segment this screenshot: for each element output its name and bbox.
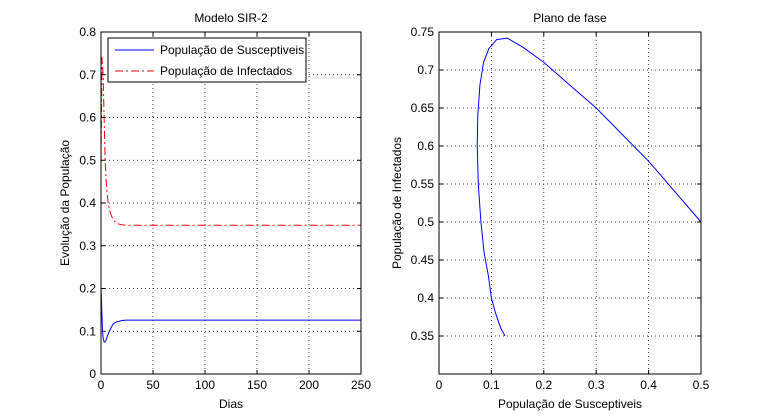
x-axis-label-left: Dias bbox=[219, 397, 243, 411]
legend-label-infectados: População de Infectados bbox=[160, 64, 292, 78]
chart-phase-plane: 0 0.1 0.2 0.3 0.4 0.5 0.35 0.4 0.45 0.5 0.55 0.6 0.6… bbox=[390, 11, 710, 411]
x-tick-label: 250 bbox=[351, 378, 371, 392]
y-tick-label: 0.7 bbox=[79, 68, 96, 82]
grid-right bbox=[439, 32, 701, 374]
legend: População de Susceptiveis População de I… bbox=[107, 37, 307, 83]
legend-box bbox=[107, 37, 307, 83]
series-right bbox=[476, 37, 702, 337]
y-tick-label: 0.2 bbox=[79, 282, 96, 296]
y-tick-label: 0.8 bbox=[79, 25, 96, 39]
y-tick-label: 0.4 bbox=[417, 291, 434, 305]
x-tick-label: 200 bbox=[299, 378, 319, 392]
y-tick-label: 0.7 bbox=[417, 63, 434, 77]
x-tick-label: 0.2 bbox=[535, 378, 552, 392]
x-tick-label: 150 bbox=[247, 378, 267, 392]
y-tick-label: 0.5 bbox=[79, 153, 96, 167]
x-tick-label: 0.3 bbox=[588, 378, 605, 392]
y-tick-label: 0.75 bbox=[411, 25, 435, 39]
legend-label-susceptiveis: População de Susceptiveis bbox=[160, 43, 304, 57]
x-tick-label: 50 bbox=[146, 378, 160, 392]
y-tick-label: 0.1 bbox=[79, 324, 96, 338]
series-line-trajectory-0 bbox=[476, 37, 702, 337]
x-axis-label-right: População de Susceptiveis bbox=[498, 397, 642, 411]
y-tick-label: 0 bbox=[89, 367, 96, 381]
x-tick-label: 0.1 bbox=[483, 378, 500, 392]
series-left bbox=[100, 57, 361, 343]
chart-sir-time: 0 50 100 150 200 250 0 0.1 0.2 0.3 0.4 0.5 0.6 0.7 0.8… bbox=[58, 11, 371, 411]
y-axis-label-right: População de Infectados bbox=[390, 137, 404, 269]
series-line-popula-o-de-susceptiveis bbox=[100, 288, 361, 343]
y-tick-label: 0.5 bbox=[417, 215, 434, 229]
x-tick-label: 0 bbox=[98, 378, 105, 392]
x-tick-label: 100 bbox=[195, 378, 215, 392]
y-tick-label: 0.6 bbox=[417, 139, 434, 153]
y-tick-label: 0.55 bbox=[411, 177, 435, 191]
grid-left bbox=[101, 32, 361, 374]
y-tick-label: 0.3 bbox=[79, 239, 96, 253]
y-tick-label: 0.6 bbox=[79, 111, 96, 125]
axes-box-right bbox=[438, 31, 702, 375]
y-tick-label: 0.4 bbox=[79, 196, 96, 210]
series-line-popula-o-de-infectados bbox=[100, 57, 361, 226]
chart-title-left: Modelo SIR-2 bbox=[194, 11, 268, 25]
chart-title-right: Plano de fase bbox=[533, 11, 607, 25]
x-tick-label: 0.5 bbox=[693, 378, 710, 392]
y-axis-label-left: Evolução da População bbox=[58, 140, 72, 266]
x-tick-label: 0 bbox=[436, 378, 443, 392]
x-tick-label: 0.4 bbox=[640, 378, 657, 392]
ticks-left: 0 50 100 150 200 250 0 0.1 0.2 0.3 0.4 0.5 0.6 0.7 0.8 bbox=[79, 25, 371, 392]
y-tick-label: 0.45 bbox=[411, 253, 435, 267]
ticks-right: 0 0.1 0.2 0.3 0.4 0.5 0.35 0.4 0.45 0.5 0.55 0.6 0.6… bbox=[411, 25, 710, 392]
plot-area-right bbox=[439, 32, 701, 374]
y-tick-label: 0.35 bbox=[411, 329, 435, 343]
y-tick-label: 0.65 bbox=[411, 101, 435, 115]
